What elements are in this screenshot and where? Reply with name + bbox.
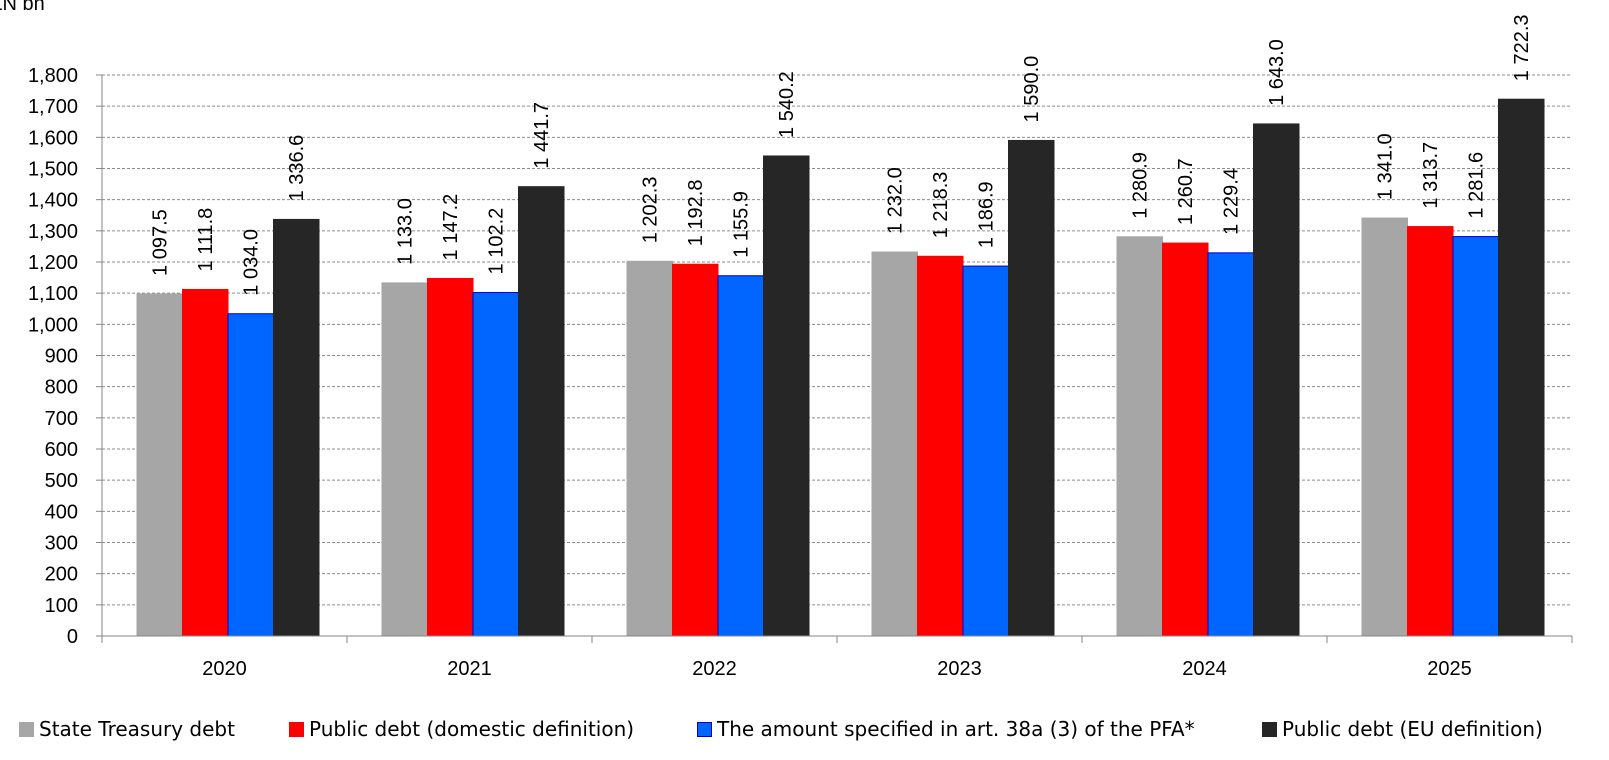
y-tick-label: 1,200 [28,252,78,274]
y-tick-label: 400 [45,501,78,523]
y-tick-label: 800 [45,377,78,399]
bar [1407,226,1454,637]
bar [1162,242,1209,637]
data-labels: 1 097.5 1 111.8 1 034.0 1 336.6 1 133.0 1 147… [150,14,1534,295]
data-label: 1 034.0 [241,229,263,296]
bar [672,263,719,637]
data-label: 1 722.3 [1511,14,1533,81]
y-tick-label: 1,800 [28,65,78,87]
legend-label: Public debt (domestic definition) [309,717,635,741]
data-label: 1 111.8 [195,208,217,272]
bar [427,277,474,637]
data-label: 1 540.2 [776,71,798,138]
bar [763,155,810,637]
y-tick-label: 500 [45,470,78,492]
bar [182,288,229,637]
bar [273,218,320,637]
data-label: 1 313.7 [1420,142,1442,209]
data-label: 1 260.7 [1175,158,1197,225]
data-label: 1 280.9 [1130,152,1152,219]
bar [1207,252,1254,637]
legend-item-state-treasury-debt: State Treasury debt [19,712,235,746]
data-label: 1 218.3 [930,172,952,239]
bar [1498,98,1545,637]
data-label: 1 186.9 [976,181,998,248]
y-tick-label: 1,400 [28,190,78,212]
bar [717,275,764,637]
x-tick-label: 2022 [692,658,737,680]
gridlines [102,74,1572,606]
data-label: 1 202.3 [640,177,662,244]
x-tick-label: 2023 [937,658,982,680]
bar [626,260,673,637]
data-label: 1 232.0 [885,167,907,234]
bar [227,313,274,637]
data-label: 1 097.5 [150,209,172,276]
bar [871,251,918,637]
y-tick-label: 100 [45,595,78,617]
legend-item-public-debt-eu: Public debt (EU definition) [1262,712,1543,746]
y-tick-label: 1,000 [28,314,78,336]
legend-item-public-debt-domestic: Public debt (domestic definition) [289,712,634,746]
legend-label: The amount specified in art. 38a (3) of … [717,717,1195,741]
legend-swatch [1262,721,1277,737]
x-tick-label: 2020 [202,658,247,680]
y-tick-label: 1,500 [28,159,78,181]
legend-label: State Treasury debt [39,717,235,741]
data-label: 1 229.4 [1221,168,1243,235]
y-tick-label: 1,300 [28,221,78,243]
legend: State Treasury debt Public debt (domesti… [0,712,1609,746]
x-tick-label: 2024 [1182,658,1227,680]
bar [1116,236,1163,637]
data-label: 1 643.0 [1266,39,1288,106]
unit-label: PLN bn [0,0,45,15]
y-tick-label: 700 [45,408,78,430]
data-label: 1 281.6 [1466,152,1488,219]
data-label: 1 441.7 [531,102,553,169]
data-label: 1 133.0 [395,198,417,265]
legend-item-pfa-amount: The amount specified in art. 38a (3) of … [697,712,1195,746]
data-label: 1 336.6 [286,135,308,202]
bar [917,255,964,637]
x-tick-label: 2021 [447,658,492,680]
data-label: 1 155.9 [731,191,753,258]
y-tick-label: 0 [67,626,78,648]
y-tick-label: 900 [45,346,78,368]
data-label: 1 590.0 [1021,56,1043,123]
bar [136,293,183,637]
y-tick-label: 200 [45,564,78,586]
bar [1253,123,1300,637]
data-label: 1 192.8 [685,180,707,247]
data-label: 1 147.2 [440,194,462,261]
data-label: 1 341.0 [1375,133,1397,200]
bar [1452,236,1499,637]
axes: 0 100 200 300 400 500 600 700 800 900 1,000 1,100 1,… [28,65,1573,680]
bar-chart: PLN bn 0 100 200 300 400 500 600 700 800 900 1,000… [0,0,1573,680]
bar [962,265,1009,637]
bar [1008,139,1055,637]
bar [472,291,519,637]
bar [381,282,428,637]
y-tick-label: 300 [45,533,78,555]
y-tick-label: 1,600 [28,127,78,149]
bar [1361,217,1408,637]
legend-label: Public debt (EU definition) [1282,717,1543,741]
bars [136,98,1545,637]
data-label: 1 102.2 [486,208,508,275]
y-tick-label: 1,100 [28,283,78,305]
legend-swatch [19,721,34,737]
y-tick-label: 600 [45,439,78,461]
y-tick-label: 1,700 [28,96,78,118]
x-tick-label: 2025 [1427,658,1472,680]
legend-swatch [289,721,304,737]
bar [518,186,565,637]
legend-swatch [697,721,712,737]
